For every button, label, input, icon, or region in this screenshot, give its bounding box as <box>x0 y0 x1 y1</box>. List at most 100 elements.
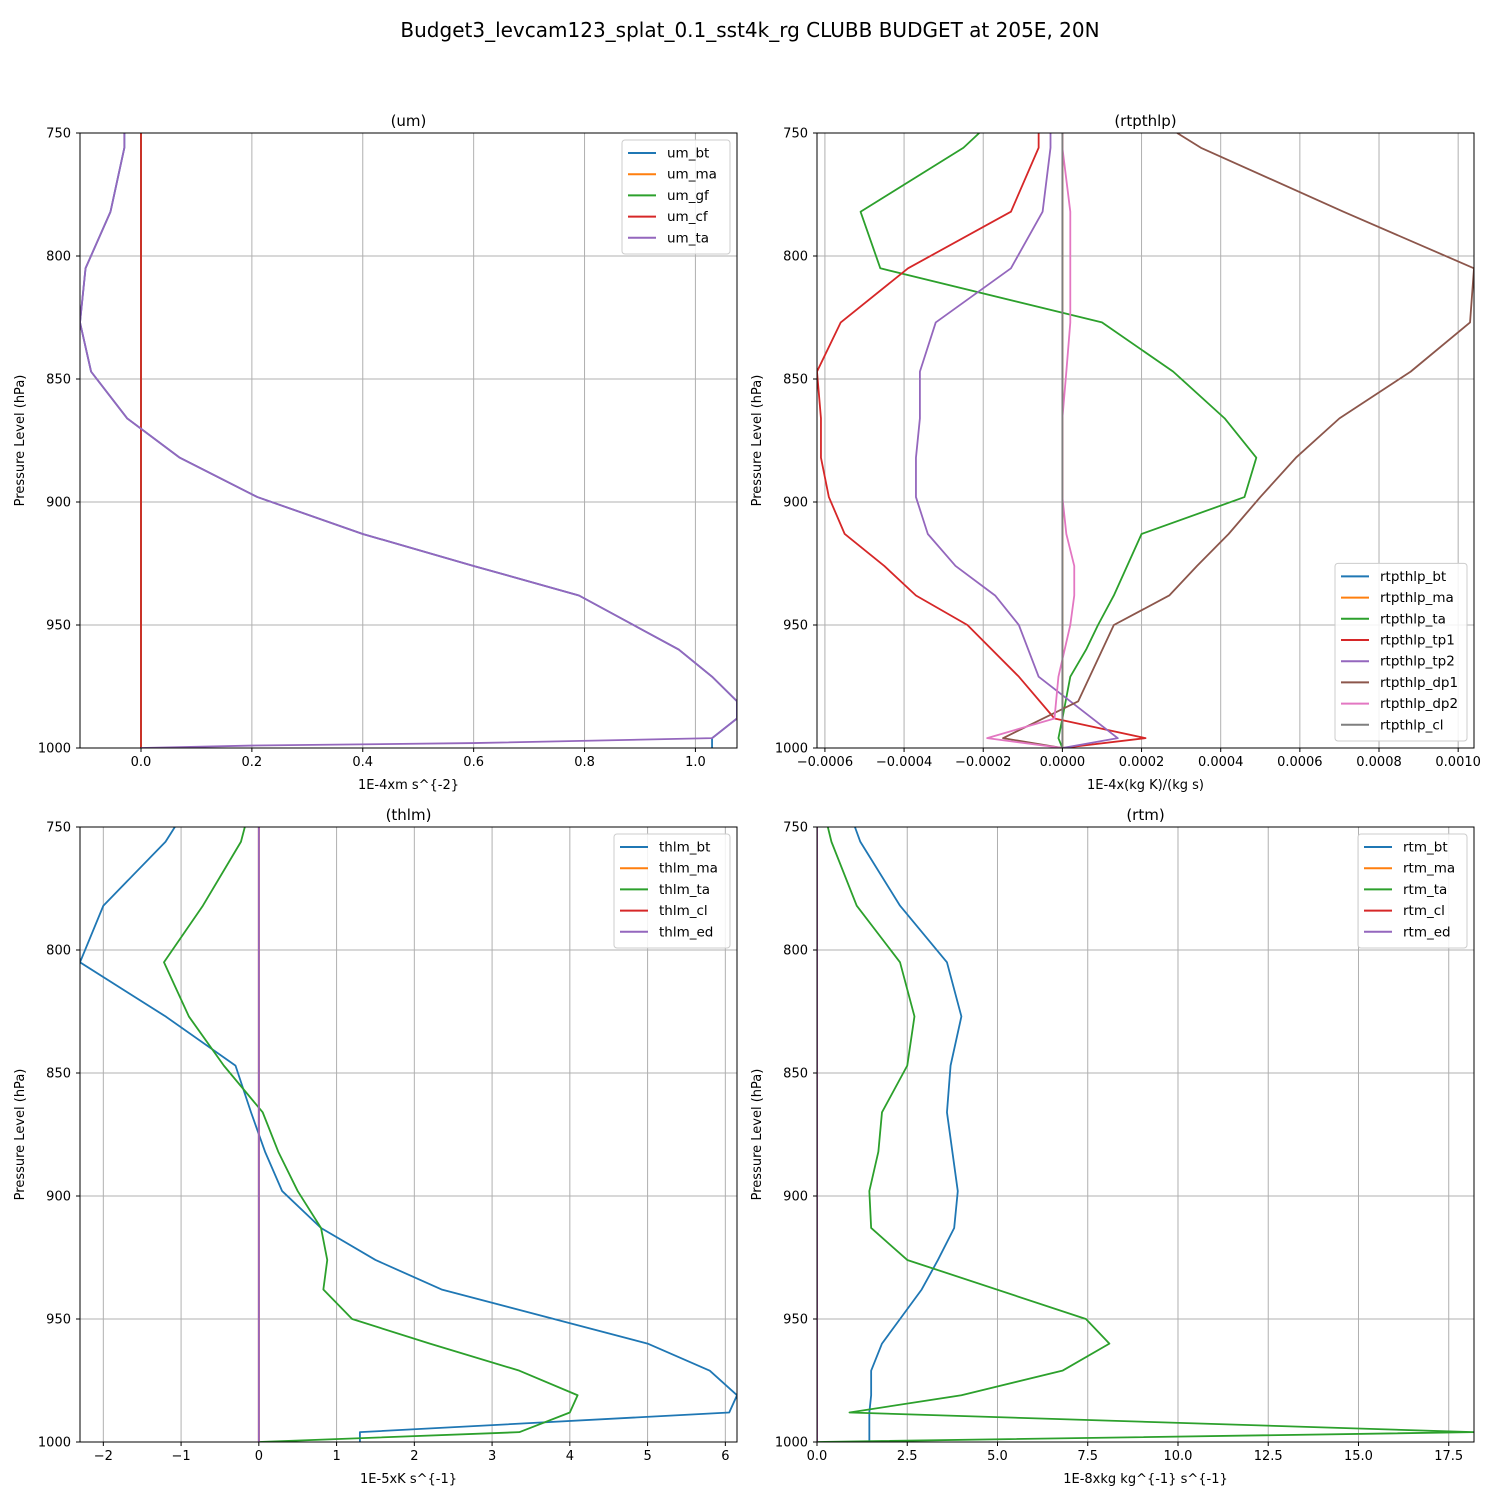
y-tick-label: 850 <box>783 1067 808 1082</box>
x-tick-label: 5.0 <box>987 1449 1008 1464</box>
panel-4-y-axis-label: Pressure Level (hPa) <box>750 1069 765 1201</box>
legend-label-um-ma: um_ma <box>667 167 717 183</box>
panel-2-y-axis-label: Pressure Level (hPa) <box>750 375 765 507</box>
panel-2-x-axis-label: 1E-4x(kg K)/(kg s) <box>1087 778 1204 793</box>
x-tick-label: 1.0 <box>685 755 706 770</box>
panel-1-legend: um_bt um_ma um_gf um_cf um_ta <box>621 139 731 255</box>
x-tick-label: 12.5 <box>1254 1449 1283 1464</box>
panel-4-title: (rtm) <box>1126 806 1164 824</box>
x-tick-label: 0.2 <box>242 755 263 770</box>
series-line-rtpthlp-tp2 <box>915 133 1119 748</box>
legend-label-rtpthlp-bt: rtpthlp_bt <box>1380 569 1446 585</box>
legend-label-rtm-ta: rtm_ta <box>1403 882 1447 898</box>
panel-1: 0.0 0.2 0.4 0.6 0.8 1.0 750 800 850 900 950 1000 (um… <box>13 112 738 793</box>
figure-title: Budget3_levcam123_splat_0.1_sst4k_rg CLU… <box>400 18 1099 42</box>
panel-1-frame <box>79 132 738 749</box>
x-tick-label: 0 <box>255 1449 263 1464</box>
x-tick-label: 2 <box>410 1449 418 1464</box>
legend-label-thlm-ed: thlm_ed <box>659 924 713 940</box>
series-line-rtpthlp-ta <box>859 133 1258 748</box>
x-tick-label: 0.4 <box>352 755 373 770</box>
panel-3-frame <box>79 826 738 1443</box>
legend-label-rtpthlp-cl: rtpthlp_cl <box>1380 717 1444 733</box>
y-tick-label: 800 <box>783 250 808 265</box>
x-tick-label: 0.6 <box>463 755 484 770</box>
series-line-thlm-bt <box>80 827 737 1442</box>
x-tick-label: 0.8 <box>574 755 595 770</box>
x-tick-label: 0.0 <box>807 1449 828 1464</box>
series-line-rtm-ta <box>817 827 1474 1442</box>
y-tick-label: 900 <box>46 496 71 511</box>
y-tick-label: 1000 <box>775 742 808 757</box>
panel-4-frame <box>816 826 1475 1443</box>
x-tick-label: −2 <box>94 1449 113 1464</box>
x-tick-label: 15.0 <box>1344 1449 1373 1464</box>
legend-label-rtpthlp-ta: rtpthlp_ta <box>1380 611 1446 627</box>
x-tick-label: 1 <box>332 1449 340 1464</box>
y-tick-label: 950 <box>783 1313 808 1328</box>
y-tick-label: 900 <box>46 1190 71 1205</box>
series-line-rtpthlp-tp1 <box>817 133 1147 748</box>
legend-label-um-cf: um_cf <box>667 209 709 225</box>
panel-1-y-axis-label: Pressure Level (hPa) <box>13 375 28 507</box>
x-tick-label: −1 <box>171 1449 190 1464</box>
legend-frame <box>621 139 731 255</box>
panel-2: −0.0006 −0.0004 −0.0002 0.0000 0.0002 0.0004 0… <box>750 112 1481 793</box>
legend-label-thlm-ta: thlm_ta <box>659 882 710 898</box>
legend-label-rtpthlp-dp1: rtpthlp_dp1 <box>1380 675 1458 691</box>
series-line-thlm-ta <box>163 827 579 1442</box>
legend-label-rtpthlp-tp1: rtpthlp_tp1 <box>1380 633 1455 649</box>
panel-4-series-group <box>817 827 1474 1442</box>
legend-label-rtm-ed: rtm_ed <box>1403 924 1451 940</box>
y-tick-label: 750 <box>46 127 71 142</box>
panel-1-series-group <box>80 133 737 748</box>
panel-1-title: (um) <box>391 112 427 130</box>
x-tick-label: −0.0002 <box>955 755 1011 770</box>
x-tick-label: 0.0002 <box>1119 755 1165 770</box>
y-tick-label: 1000 <box>38 1436 71 1451</box>
x-tick-label: 0.0000 <box>1040 755 1086 770</box>
legend-label-um-ta: um_ta <box>667 230 709 246</box>
series-line-um-ta <box>80 133 737 748</box>
panel-3-title: (thlm) <box>386 806 432 824</box>
y-tick-label: 1000 <box>38 742 71 757</box>
x-tick-label: −0.0004 <box>876 755 932 770</box>
panel-4-x-axis-label: 1E-8xkg kg^{-1} s^{-1} <box>1063 1472 1228 1487</box>
x-tick-label: 0.0006 <box>1277 755 1323 770</box>
y-tick-label: 950 <box>46 619 71 634</box>
x-tick-label: 5 <box>643 1449 651 1464</box>
y-tick-label: 800 <box>783 944 808 959</box>
y-tick-label: 900 <box>783 1190 808 1205</box>
series-line-rtm-bt <box>854 827 963 1442</box>
y-tick-label: 750 <box>783 127 808 142</box>
x-tick-label: 0.0 <box>131 755 152 770</box>
legend-frame <box>1357 833 1468 949</box>
y-tick-label: 800 <box>46 250 71 265</box>
x-tick-label: 4 <box>566 1449 574 1464</box>
panel-3-legend: thlm_bt thlm_ma thlm_ta thlm_cl thlm_ed <box>613 833 731 949</box>
x-tick-label: 2.5 <box>897 1449 918 1464</box>
x-tick-label: −0.0006 <box>797 755 853 770</box>
panel-2-frame <box>816 132 1475 749</box>
x-tick-label: 10.0 <box>1164 1449 1193 1464</box>
x-tick-label: 17.5 <box>1434 1449 1463 1464</box>
legend-label-rtpthlp-ma: rtpthlp_ma <box>1380 590 1454 606</box>
legend-frame <box>613 833 731 949</box>
panel-3-y-axis-label: Pressure Level (hPa) <box>13 1069 28 1201</box>
x-tick-label: 6 <box>721 1449 729 1464</box>
panel-3-series-group <box>80 827 737 1442</box>
panel-1-x-axis-label: 1E-4xm s^{-2} <box>358 778 459 793</box>
y-tick-label: 1000 <box>775 1436 808 1451</box>
legend-label-thlm-cl: thlm_cl <box>659 903 708 919</box>
legend-label-rtpthlp-tp2: rtpthlp_tp2 <box>1380 654 1455 670</box>
series-line-rtpthlp-dp1 <box>1002 133 1474 748</box>
legend-label-rtpthlp-dp2: rtpthlp_dp2 <box>1380 696 1458 712</box>
legend-label-rtm-ma: rtm_ma <box>1403 861 1455 877</box>
panel-2-series-group <box>817 133 1474 748</box>
y-tick-label: 950 <box>783 619 808 634</box>
panel-2-title: (rtpthlp) <box>1114 112 1176 130</box>
panel-4: 0.0 2.5 5.0 7.5 10.0 12.5 15.0 17.5 750 800 850 900… <box>750 806 1475 1487</box>
y-tick-label: 950 <box>46 1313 71 1328</box>
